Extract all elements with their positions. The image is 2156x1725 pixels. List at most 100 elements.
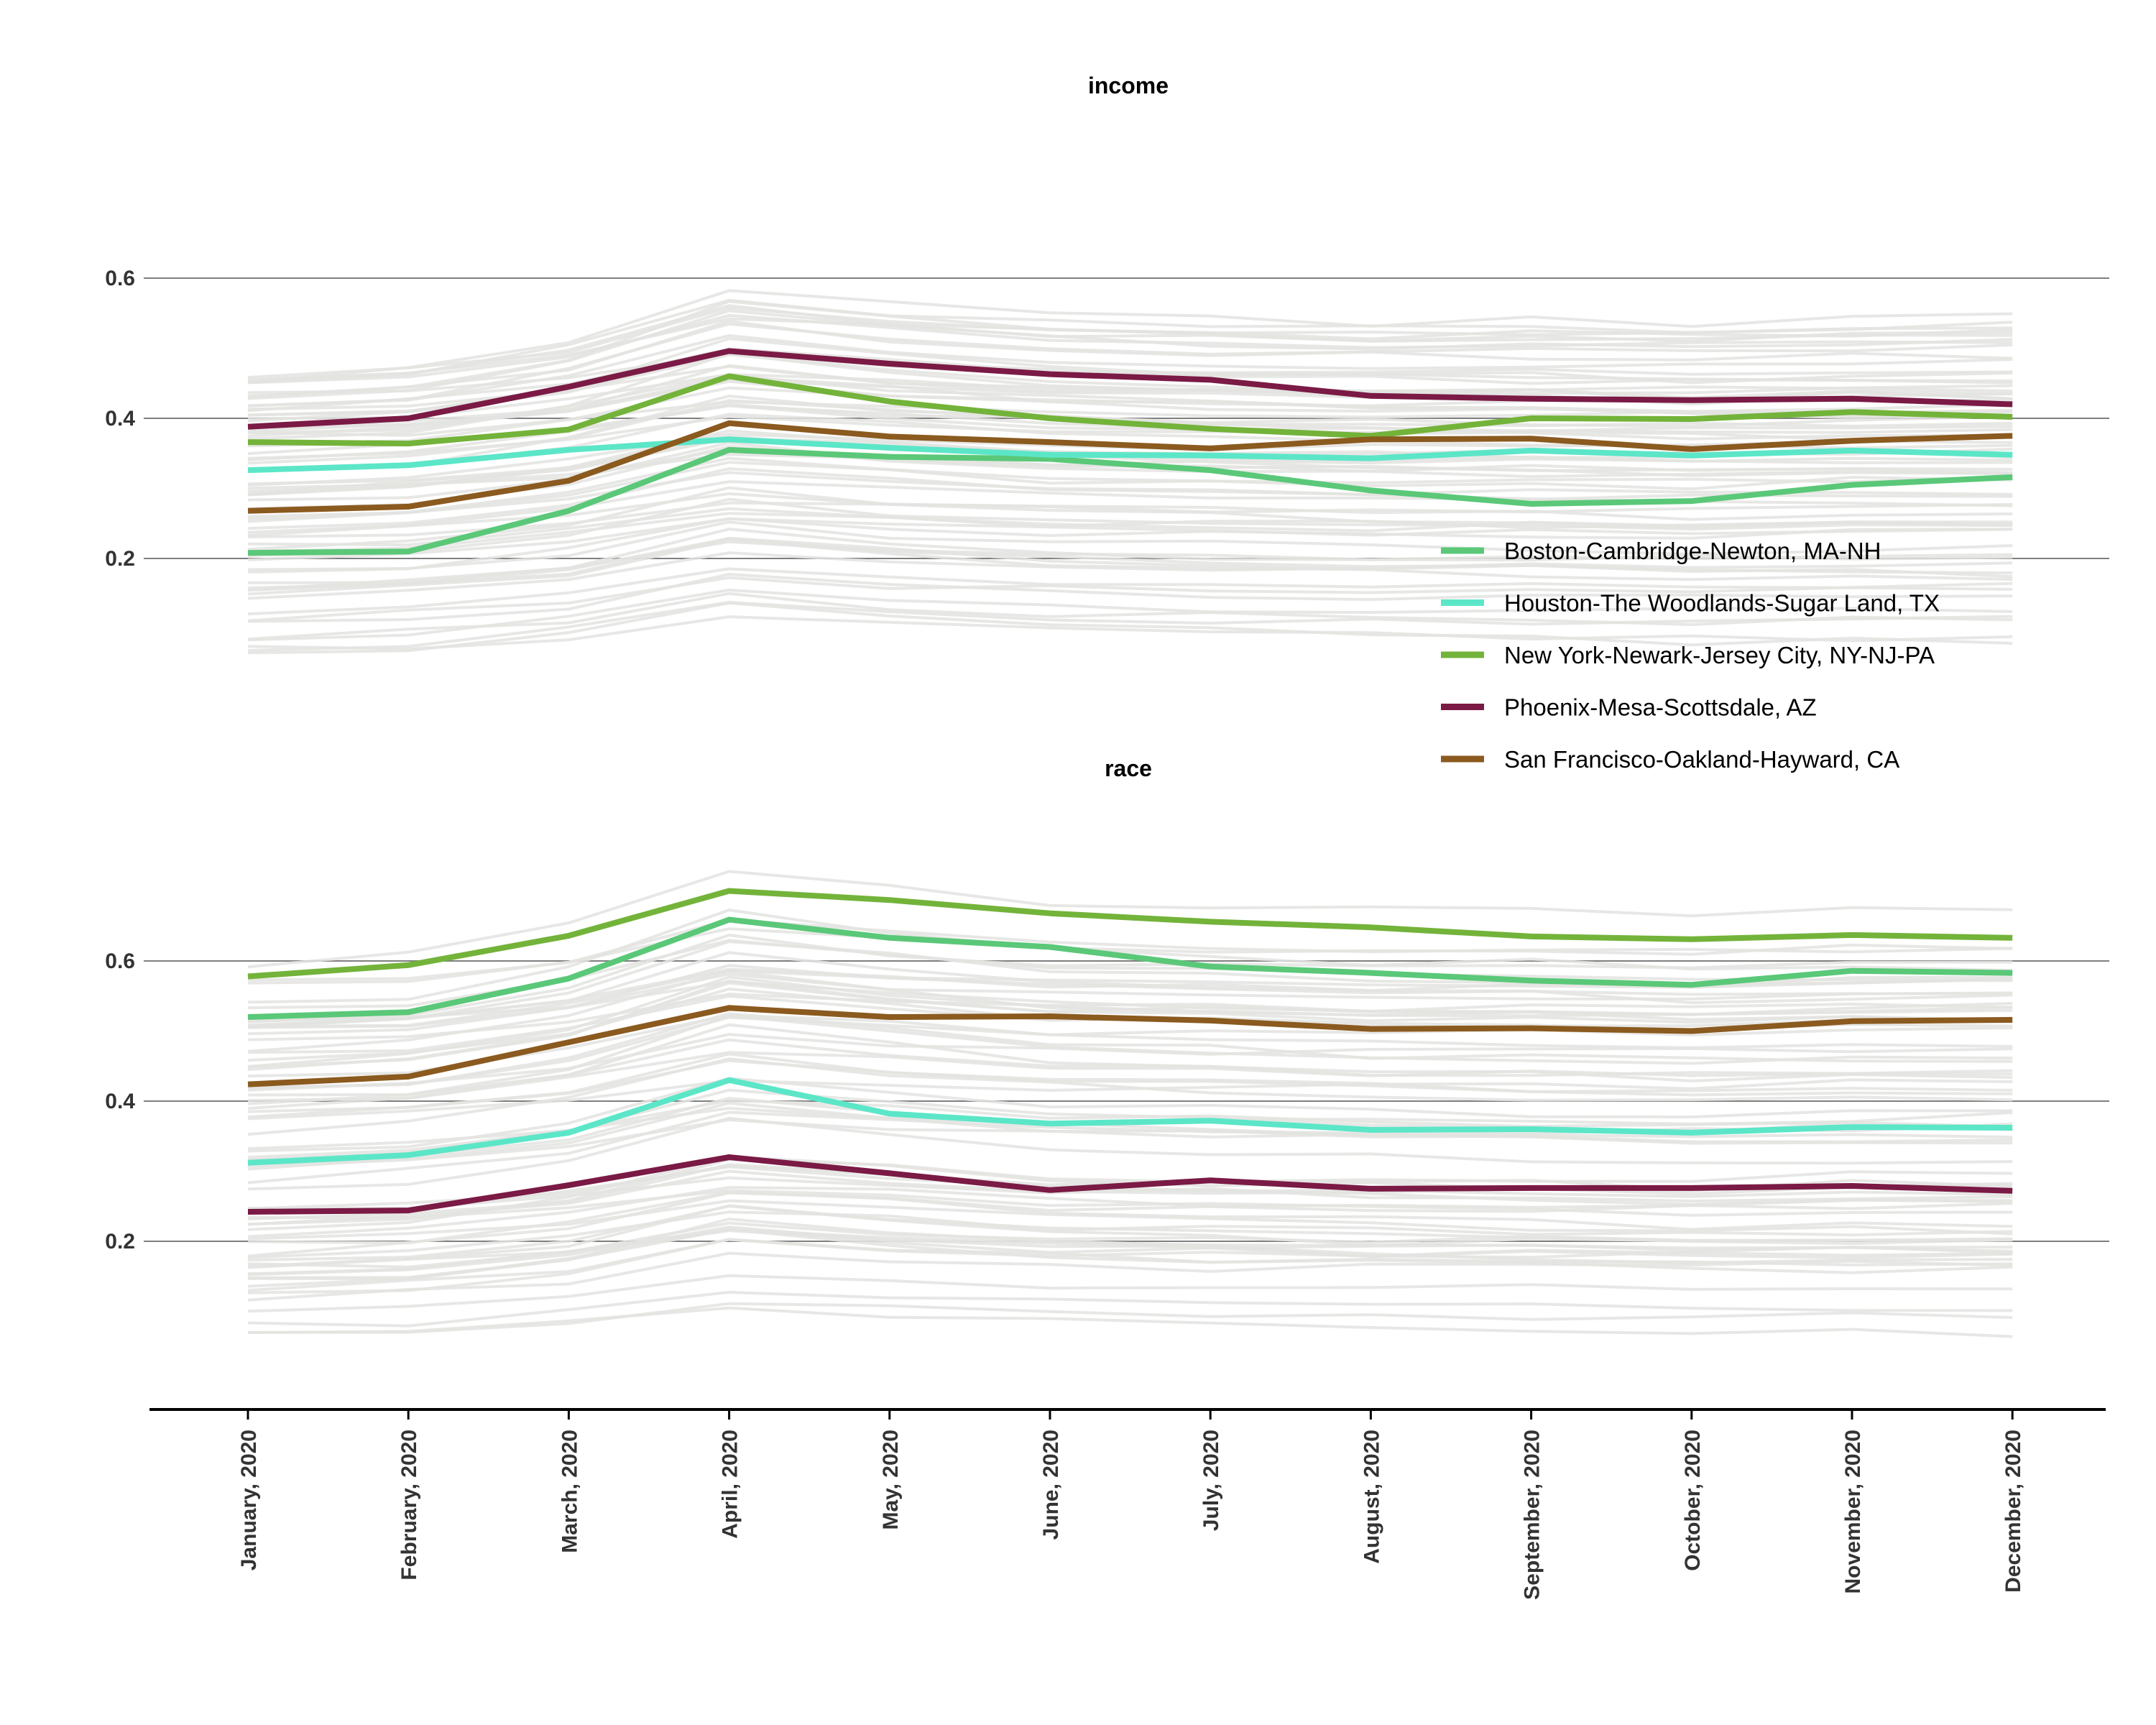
background-series-line: [247, 497, 2013, 558]
series-line-phoenix: [247, 1154, 2013, 1215]
background-series-line: [247, 979, 2013, 1069]
background-series-line: [247, 1290, 2013, 1328]
y-tick-label: 0.4: [105, 1090, 135, 1113]
x-tick-label: January, 2020: [237, 1430, 261, 1570]
background-series-line: [247, 933, 2013, 1024]
background-series-line: [247, 572, 2013, 623]
background-series-line: [247, 507, 2013, 547]
legend-item: Boston-Cambridge-Newton, MA-NH: [1441, 538, 1881, 564]
background-series-line: [247, 349, 2013, 417]
background-series-line: [247, 601, 2013, 655]
y-tick-label: 0.2: [105, 1230, 135, 1254]
series-line-san: [247, 420, 2013, 514]
panel-race: race 0.2 0.4 0.6: [105, 755, 2109, 1338]
background-series-line: [247, 969, 2013, 1029]
panel-title: race: [1105, 755, 1152, 781]
background-series-line: [247, 480, 2013, 534]
background-series-line: [247, 1169, 2013, 1226]
background-series-line: [247, 319, 2013, 399]
series-line-new: [247, 373, 2013, 447]
legend-item: New York-Newark-Jersey City, NY-NJ-PA: [1441, 642, 1935, 668]
background-series-line: [247, 435, 2013, 486]
x-tick-label: March, 2020: [558, 1430, 581, 1553]
background-series-line: [247, 576, 2013, 622]
background-series-line: [247, 1014, 2013, 1097]
background-series-line: [247, 1016, 2013, 1090]
legend-label: New York-Newark-Jersey City, NY-NJ-PA: [1504, 642, 1935, 668]
background-series-line: [247, 1038, 2013, 1105]
x-tick-label: October, 2020: [1681, 1430, 1705, 1571]
series-line-houston: [247, 1077, 2013, 1166]
background-series-line: [247, 567, 2013, 616]
background-series-line: [247, 520, 2013, 571]
x-tick-label: February, 2020: [397, 1430, 421, 1581]
legend-label: Houston-The Woodlands-Sugar Land, TX: [1504, 590, 1940, 617]
background-series-line: [247, 600, 2013, 652]
x-tick-label: April, 2020: [719, 1430, 742, 1539]
x-tick-label: May, 2020: [879, 1430, 903, 1530]
background-series-line: [247, 1189, 2013, 1220]
background-series-line: [247, 1274, 2013, 1313]
background-series-line: [247, 1229, 2013, 1269]
background-series-line: [247, 461, 2013, 523]
x-tick-label: November, 2020: [1841, 1430, 1865, 1593]
background-lines: [247, 870, 2013, 1338]
legend-item: Phoenix-Mesa-Scottsdale, AZ: [1441, 694, 1817, 721]
background-series-line: [247, 517, 2013, 574]
y-tick-label: 0.6: [105, 949, 135, 973]
series-line-houston: [247, 436, 2013, 474]
y-tick-label: 0.4: [105, 407, 135, 431]
background-series-line: [247, 1013, 2013, 1078]
background-series-line: [247, 1099, 2013, 1151]
background-series-line: [247, 375, 2013, 438]
background-series-line: [247, 1218, 2013, 1281]
background-series-line: [247, 1204, 2013, 1268]
legend-item: San Francisco-Oakland-Hayward, CA: [1441, 746, 1899, 773]
x-tick-label: June, 2020: [1039, 1430, 1063, 1540]
background-series-line: [247, 1051, 2013, 1103]
background-series-line: [247, 517, 2013, 561]
x-tick-label: December, 2020: [2001, 1430, 2025, 1593]
background-series-line: [247, 1306, 2013, 1338]
background-series-line: [247, 289, 2013, 384]
legend-item: Houston-The Woodlands-Sugar Land, TX: [1441, 590, 1940, 617]
background-series-line: [247, 975, 2013, 1068]
legend-label: Boston-Cambridge-Newton, MA-NH: [1504, 538, 1881, 564]
series-line-boston: [247, 446, 2013, 556]
background-series-line: [247, 304, 2013, 383]
panel-title: income: [1088, 73, 1169, 98]
y-tick-label: 0.6: [105, 267, 135, 290]
legend: Boston-Cambridge-Newton, MA-NH Houston-Th…: [1441, 538, 1940, 773]
background-series-line: [247, 501, 2013, 538]
y-tick-label: 0.2: [105, 547, 135, 571]
background-series-line: [247, 400, 2013, 437]
background-series-line: [247, 537, 2013, 592]
background-series-line: [247, 1302, 2013, 1334]
x-axis: January, 2020 February, 2020 March, 2020 Ap…: [149, 1408, 2106, 1600]
x-tick-label: July, 2020: [1199, 1430, 1223, 1531]
background-series-line: [247, 467, 2013, 530]
legend-label: San Francisco-Oakland-Hayward, CA: [1504, 746, 1899, 773]
background-series-line: [247, 1204, 2013, 1262]
background-series-line: [247, 538, 2013, 596]
legend-label: Phoenix-Mesa-Scottsdale, AZ: [1504, 694, 1817, 721]
background-series-line: [247, 551, 2013, 600]
background-series-line: [247, 1116, 2013, 1191]
background-series-line: [247, 486, 2013, 551]
background-series-line: [247, 1186, 2013, 1238]
series-line-boston: [247, 916, 2013, 1020]
x-tick-label: September, 2020: [1521, 1430, 1544, 1600]
background-series-line: [247, 1251, 2013, 1302]
background-series-line: [247, 592, 2013, 641]
background-series-line: [247, 1096, 2013, 1162]
series-line-phoenix: [247, 348, 2013, 430]
background-series-line: [247, 1118, 2013, 1168]
background-series-line: [247, 1057, 2013, 1136]
background-series-line: [247, 908, 2013, 1004]
background-series-line: [247, 1077, 2013, 1153]
background-series-line: [247, 456, 2013, 521]
background-series-line: [247, 588, 2013, 642]
background-series-line: [247, 615, 2013, 650]
background-series-line: [247, 1012, 2013, 1089]
